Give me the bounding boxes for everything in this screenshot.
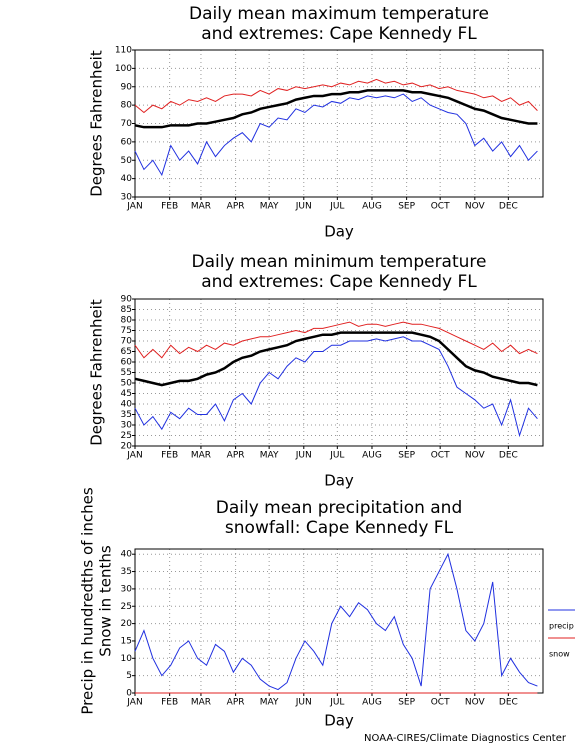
x-tick-label: SEP — [398, 698, 415, 708]
y-tick-label: 30 — [121, 193, 133, 203]
x-tick-label: APR — [227, 202, 245, 212]
x-tick-label: NOV — [465, 698, 486, 708]
y-tick-label: 110 — [115, 46, 132, 56]
y-tick-label: 5 — [126, 671, 132, 681]
x-tick-label: JUL — [329, 698, 344, 708]
x-tick-label: MAY — [260, 451, 279, 461]
y-tick-label: 0 — [126, 689, 132, 699]
x-tick-label: FEB — [161, 202, 178, 212]
x-tick-label: DEC — [499, 698, 518, 708]
y-tick-label: 85 — [121, 305, 132, 315]
x-tick-label: AUG — [362, 451, 382, 461]
data-line — [134, 89, 538, 129]
x-tick-label: JAN — [126, 202, 142, 212]
x-tick-label: MAY — [260, 202, 279, 212]
y-tick-label: 20 — [121, 442, 133, 452]
x-tick-label: JAN — [126, 451, 142, 461]
y-tick-label: 65 — [121, 347, 132, 357]
y-tick-label: 100 — [115, 64, 132, 74]
y-tick-label: 80 — [121, 101, 133, 111]
x-tick-label: FEB — [161, 698, 178, 708]
y-tick-label: 15 — [121, 636, 132, 646]
x-tick-label: DEC — [499, 202, 518, 212]
data-line — [134, 552, 538, 691]
y-tick-label: 25 — [121, 431, 132, 441]
y-axis-label: Degrees Fahrenheit — [88, 299, 106, 446]
y-tick-label: 40 — [121, 174, 133, 184]
y-tick-label: 25 — [121, 602, 132, 612]
x-tick-label: JUL — [329, 202, 344, 212]
data-line — [134, 321, 538, 359]
x-axis-label: Day — [324, 472, 354, 490]
x-tick-label: MAY — [260, 698, 279, 708]
chart-title: and extremes: Cape Kennedy FL — [201, 272, 477, 292]
x-tick-label: APR — [227, 698, 245, 708]
y-axis-label: Precip in hundredths of inches — [79, 487, 97, 714]
legend-label: precip — [549, 622, 574, 631]
x-tick-label: JUN — [295, 202, 312, 212]
x-tick-label: NOV — [465, 202, 486, 212]
x-tick-label: AUG — [362, 698, 382, 708]
x-tick-label: MAR — [191, 698, 211, 708]
y-tick-label: 35 — [121, 567, 132, 577]
data-line — [134, 93, 538, 177]
y-tick-label: 30 — [121, 421, 133, 431]
y-tick-label: 55 — [121, 368, 132, 378]
x-tick-label: FEB — [161, 451, 178, 461]
x-tick-label: MAR — [191, 451, 211, 461]
y-tick-label: 60 — [121, 137, 133, 147]
y-tick-label: 35 — [121, 410, 132, 420]
y-tick-label: 50 — [121, 379, 133, 389]
chart-title: Daily mean precipitation and — [216, 498, 463, 518]
y-tick-label: 70 — [121, 119, 133, 129]
y-tick-label: 90 — [121, 82, 133, 92]
y-tick-label: 45 — [121, 389, 132, 399]
y-tick-label: 80 — [121, 316, 133, 326]
x-tick-label: OCT — [431, 202, 450, 212]
x-tick-label: JUN — [295, 451, 312, 461]
y-tick-label: 10 — [121, 654, 133, 664]
y-axis-label: Snow in tenths — [97, 545, 115, 657]
y-tick-label: 30 — [121, 584, 133, 594]
y-tick-label: 70 — [121, 337, 133, 347]
x-tick-label: SEP — [398, 451, 415, 461]
y-tick-label: 75 — [121, 326, 132, 336]
y-axis-label: Degrees Fahrenheit — [88, 50, 106, 197]
data-line — [134, 78, 538, 114]
x-axis-label: Day — [324, 223, 354, 241]
x-tick-label: APR — [227, 451, 245, 461]
y-tick-label: 90 — [121, 295, 133, 305]
chart-title: and extremes: Cape Kennedy FL — [201, 24, 477, 44]
plot-frame — [134, 298, 544, 447]
y-tick-label: 20 — [121, 619, 133, 629]
x-tick-label: AUG — [362, 202, 382, 212]
legend-label: snow — [549, 650, 570, 659]
x-tick-label: SEP — [398, 202, 415, 212]
y-tick-label: 60 — [121, 358, 133, 368]
x-tick-label: MAR — [191, 202, 211, 212]
footer: NOAA-CIRES/Climate Diagnostics Center — [364, 733, 567, 744]
x-tick-label: JUN — [295, 698, 312, 708]
x-tick-label: JUL — [329, 451, 344, 461]
x-axis-label: Day — [324, 712, 354, 730]
x-tick-label: OCT — [431, 698, 450, 708]
plot-frame — [134, 548, 544, 694]
y-tick-label: 50 — [121, 156, 133, 166]
y-tick-label: 40 — [121, 550, 133, 560]
data-line — [134, 336, 538, 438]
x-tick-label: JAN — [126, 698, 142, 708]
y-tick-label: 40 — [121, 400, 133, 410]
chart-title: Daily mean maximum temperature — [189, 4, 489, 24]
x-tick-label: NOV — [465, 451, 486, 461]
plot-frame — [134, 49, 544, 198]
chart-title: snowfall: Cape Kennedy FL — [225, 518, 454, 538]
chart-title: Daily mean minimum temperature — [192, 252, 487, 272]
data-line — [134, 331, 538, 387]
x-tick-label: OCT — [431, 451, 450, 461]
x-tick-label: DEC — [499, 451, 518, 461]
